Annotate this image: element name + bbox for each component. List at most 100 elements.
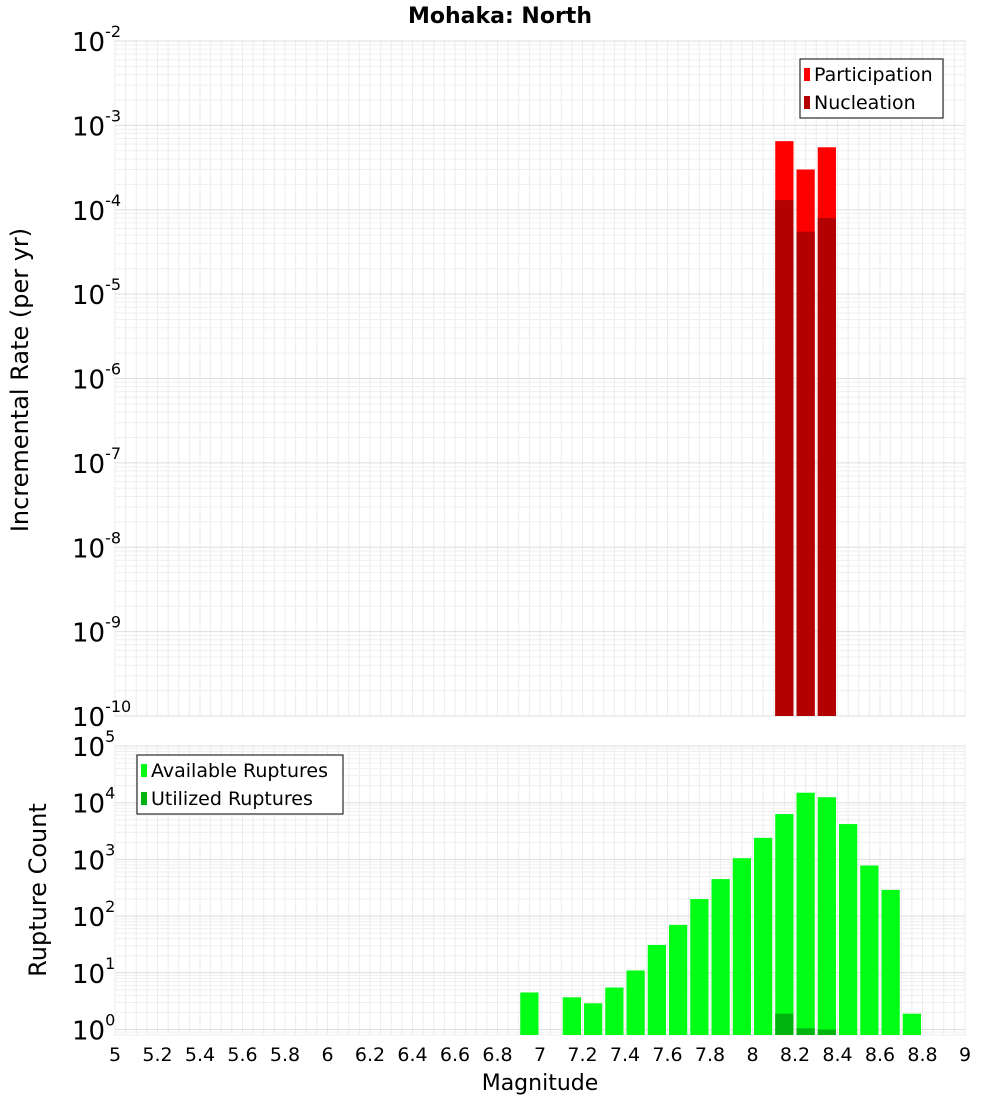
y-tick-base: 10	[72, 703, 105, 733]
bar-available-ruptures	[817, 797, 836, 1035]
legend-box	[799, 58, 944, 119]
top-grid	[114, 40, 966, 717]
y-tick-label: 10-3	[72, 106, 121, 142]
x-tick-label: 6.6	[440, 1044, 470, 1066]
x-tick-label: 7.4	[610, 1044, 640, 1066]
x-tick-label: 7.6	[652, 1044, 682, 1066]
x-tick-label: 8.2	[780, 1044, 810, 1066]
y-tick-exponent: -8	[105, 528, 121, 547]
bar-available-ruptures	[647, 944, 666, 1035]
bar-nucleation	[796, 231, 815, 716]
y-tick-base: 10	[72, 534, 105, 564]
bar-available-ruptures	[881, 889, 900, 1035]
chart-title: Mohaka: North	[408, 4, 592, 29]
y-tick-exponent: -9	[105, 613, 121, 632]
x-tick-label: 6.4	[397, 1044, 427, 1066]
bar-nucleation	[817, 217, 836, 716]
y-tick-label: 10-7	[72, 444, 121, 480]
x-tick-label: 5	[109, 1044, 121, 1066]
y-tick-exponent: -4	[105, 191, 121, 210]
bar-available-ruptures	[626, 970, 645, 1035]
y-tick-label: 10-8	[72, 528, 121, 564]
x-tick-label: 8.6	[865, 1044, 895, 1066]
x-tick-label: 5.2	[142, 1044, 172, 1066]
legend-label: Available Ruptures	[151, 760, 328, 782]
bar-available-ruptures	[605, 987, 624, 1035]
bar-utilized-ruptures	[796, 1028, 815, 1035]
x-tick-label: 7.8	[695, 1044, 725, 1066]
bar-available-ruptures	[775, 814, 794, 1035]
y-tick-label: 10-5	[72, 275, 121, 311]
bar-available-ruptures	[860, 865, 879, 1035]
y-tick-exponent: 3	[105, 840, 115, 859]
y-tick-base: 10	[72, 197, 105, 227]
legend-swatch	[141, 792, 147, 805]
y-tick-exponent: -10	[105, 697, 131, 716]
bar-available-ruptures	[562, 997, 581, 1035]
y-tick-base: 10	[72, 733, 105, 763]
x-tick-label: 7	[534, 1044, 546, 1066]
legend-label: Nucleation	[814, 92, 916, 114]
bar-available-ruptures	[520, 992, 539, 1035]
legend-swatch	[804, 68, 810, 81]
y-tick-exponent: -7	[105, 444, 121, 463]
y-tick-label: 10-9	[72, 613, 121, 649]
y-tick-label: 105	[72, 727, 115, 763]
bottom-legend: Available Ruptures Utilized Ruptures	[136, 754, 344, 815]
y-tick-label: 103	[72, 840, 115, 876]
x-tick-label: 5.4	[185, 1044, 215, 1066]
y-tick-label: 101	[72, 954, 115, 990]
y-tick-base: 10	[72, 112, 105, 142]
bar-available-ruptures	[796, 792, 815, 1035]
x-tick-label: 8	[746, 1044, 758, 1066]
x-axis-label: Magnitude	[482, 1071, 599, 1096]
y-tick-base: 10	[72, 450, 105, 480]
y-tick-exponent: 4	[105, 784, 115, 803]
bar-utilized-ruptures	[775, 1013, 794, 1035]
x-tick-label: 7.2	[567, 1044, 597, 1066]
x-tick-label: 5.6	[227, 1044, 257, 1066]
y-tick-base: 10	[72, 28, 105, 58]
x-tick-label: 8.8	[907, 1044, 937, 1066]
legend-label: Participation	[814, 64, 933, 86]
y-tick-exponent: -5	[105, 275, 121, 294]
y-tick-label: 10-2	[72, 22, 121, 58]
x-tick-label: 6	[321, 1044, 333, 1066]
bar-nucleation	[775, 200, 794, 716]
top-bars	[775, 141, 836, 717]
y-tick-base: 10	[72, 366, 105, 396]
bar-utilized-ruptures	[817, 1029, 836, 1035]
legend-swatch	[804, 96, 810, 109]
bar-available-ruptures	[902, 1013, 921, 1035]
y-tick-base: 10	[72, 846, 105, 876]
legend-label: Utilized Ruptures	[151, 788, 313, 810]
y-tick-exponent: 5	[105, 727, 115, 746]
y-tick-base: 10	[72, 619, 105, 649]
x-tick-label: 5.8	[270, 1044, 300, 1066]
y-tick-base: 10	[72, 903, 105, 933]
bar-available-ruptures	[754, 837, 773, 1035]
bar-available-ruptures	[839, 824, 858, 1035]
x-tick-label: 6.2	[355, 1044, 385, 1066]
y-tick-exponent: 1	[105, 954, 115, 973]
y-tick-exponent: -3	[105, 106, 121, 125]
legend-box	[136, 754, 344, 815]
y-tick-base: 10	[72, 790, 105, 820]
y-tick-label: 10-4	[72, 191, 121, 227]
y-tick-base: 10	[72, 281, 105, 311]
y-tick-base: 10	[72, 1017, 105, 1047]
y-tick-label: 104	[72, 784, 115, 820]
x-tick-label: 8.4	[822, 1044, 852, 1066]
x-tick-label: 6.8	[482, 1044, 512, 1066]
x-tick-label: 9	[959, 1044, 971, 1066]
bottom-bars	[520, 792, 921, 1035]
y-tick-exponent: -2	[105, 22, 121, 41]
legend-swatch	[141, 764, 147, 777]
bar-available-ruptures	[732, 858, 751, 1035]
y-tick-label: 100	[72, 1011, 115, 1047]
x-tick-labels: 5 5.2 5.4 5.6 5.8 6 6.2 6.4 6.6 6.8 7 7.2 7.4 7.6 7.8 8…	[109, 1044, 971, 1066]
